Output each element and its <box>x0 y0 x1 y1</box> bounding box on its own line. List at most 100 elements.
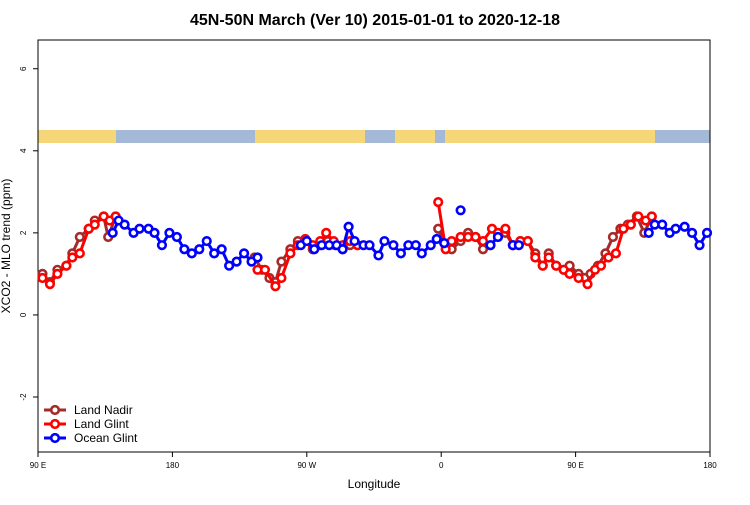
data-point <box>670 223 681 234</box>
data-point <box>657 219 668 230</box>
data-point <box>431 233 442 245</box>
data-point <box>551 260 562 271</box>
data-point <box>52 268 63 280</box>
data-point <box>179 244 190 255</box>
data-point <box>149 227 160 238</box>
data-point <box>485 240 496 251</box>
y-axis-label: XCO2 - MLO trend (ppm) <box>0 179 13 314</box>
chart-title: 45N-50N March (Ver 10) 2015-01-01 to 202… <box>190 12 560 29</box>
data-point <box>625 219 636 230</box>
data-point <box>186 248 197 259</box>
data-point <box>439 238 450 249</box>
legend-marker <box>49 418 61 430</box>
data-point <box>134 223 145 234</box>
map-land <box>395 130 435 143</box>
data-point <box>416 248 427 259</box>
data-point <box>492 231 504 243</box>
data-point <box>224 260 235 271</box>
y-tick-label: 6 <box>19 66 28 71</box>
data-point <box>395 248 406 259</box>
data-point <box>470 231 481 243</box>
x-tick-label: 180 <box>703 461 717 470</box>
data-point <box>89 219 100 230</box>
legend-label: Land Nadir <box>74 403 133 417</box>
data-point <box>373 250 384 261</box>
data-point <box>44 279 56 290</box>
data-point <box>119 219 130 230</box>
data-point <box>582 279 593 290</box>
data-point <box>410 240 421 251</box>
data-point <box>107 227 118 238</box>
x-tick-label: 90 E <box>567 461 583 470</box>
data-point <box>530 252 541 263</box>
data-point <box>379 235 390 247</box>
data-point <box>194 244 205 255</box>
data-point <box>425 240 436 251</box>
data-point <box>500 223 511 234</box>
x-tick-label: 90 W <box>297 461 316 470</box>
data-point <box>252 252 263 263</box>
data-point <box>216 244 227 255</box>
x-tick-label: 90 E <box>30 461 46 470</box>
data-point <box>573 272 584 284</box>
data-point <box>388 240 399 251</box>
plot-frame <box>37 39 711 453</box>
data-point <box>607 231 619 243</box>
legend-marker <box>49 404 61 416</box>
y-tick-label: -2 <box>19 393 28 401</box>
data-point <box>164 227 175 238</box>
data-point <box>643 227 654 238</box>
data-point <box>231 256 242 267</box>
data-point <box>537 260 548 271</box>
y-tick-label: 0 <box>19 312 28 317</box>
data-point <box>522 235 533 247</box>
data-point <box>201 235 212 247</box>
data-point <box>270 281 281 292</box>
x-axis-label: Longitude <box>348 477 401 491</box>
y-tick-label: 2 <box>19 230 28 235</box>
data-point <box>433 196 444 208</box>
data-point <box>564 268 575 280</box>
map-land <box>445 130 655 143</box>
legend-marker <box>49 432 61 444</box>
map-land <box>38 130 116 143</box>
data-point <box>633 211 644 222</box>
data-point <box>694 240 705 251</box>
data-point <box>37 272 48 284</box>
data-point <box>686 227 698 238</box>
data-point <box>171 231 182 243</box>
data-point <box>603 252 614 263</box>
data-point <box>543 252 554 263</box>
data-point <box>349 235 360 247</box>
data-point <box>61 260 72 271</box>
data-point <box>321 227 332 238</box>
data-point <box>701 227 713 238</box>
data-point <box>595 260 607 271</box>
data-point <box>610 248 622 259</box>
data-point <box>679 221 690 232</box>
data-point <box>209 248 220 259</box>
data-point <box>276 256 287 267</box>
legend-label: Land Glint <box>74 417 129 431</box>
x-tick-label: 180 <box>166 461 180 470</box>
data-point <box>477 235 489 247</box>
data-point <box>455 205 466 216</box>
data-point <box>309 244 320 255</box>
data-point <box>67 252 78 263</box>
map-land <box>255 130 365 143</box>
data-point <box>285 248 296 259</box>
map-strip <box>38 130 710 143</box>
data-point <box>618 223 629 234</box>
data-point <box>343 221 354 232</box>
data-point <box>238 248 250 259</box>
data-point <box>513 240 524 251</box>
data-point <box>276 272 287 284</box>
data-point <box>337 244 348 255</box>
data-point <box>646 211 657 222</box>
data-point <box>74 248 85 259</box>
data-point <box>74 231 85 243</box>
data-point <box>259 264 271 275</box>
data-point <box>364 240 375 251</box>
y-tick-label: 4 <box>19 148 28 153</box>
